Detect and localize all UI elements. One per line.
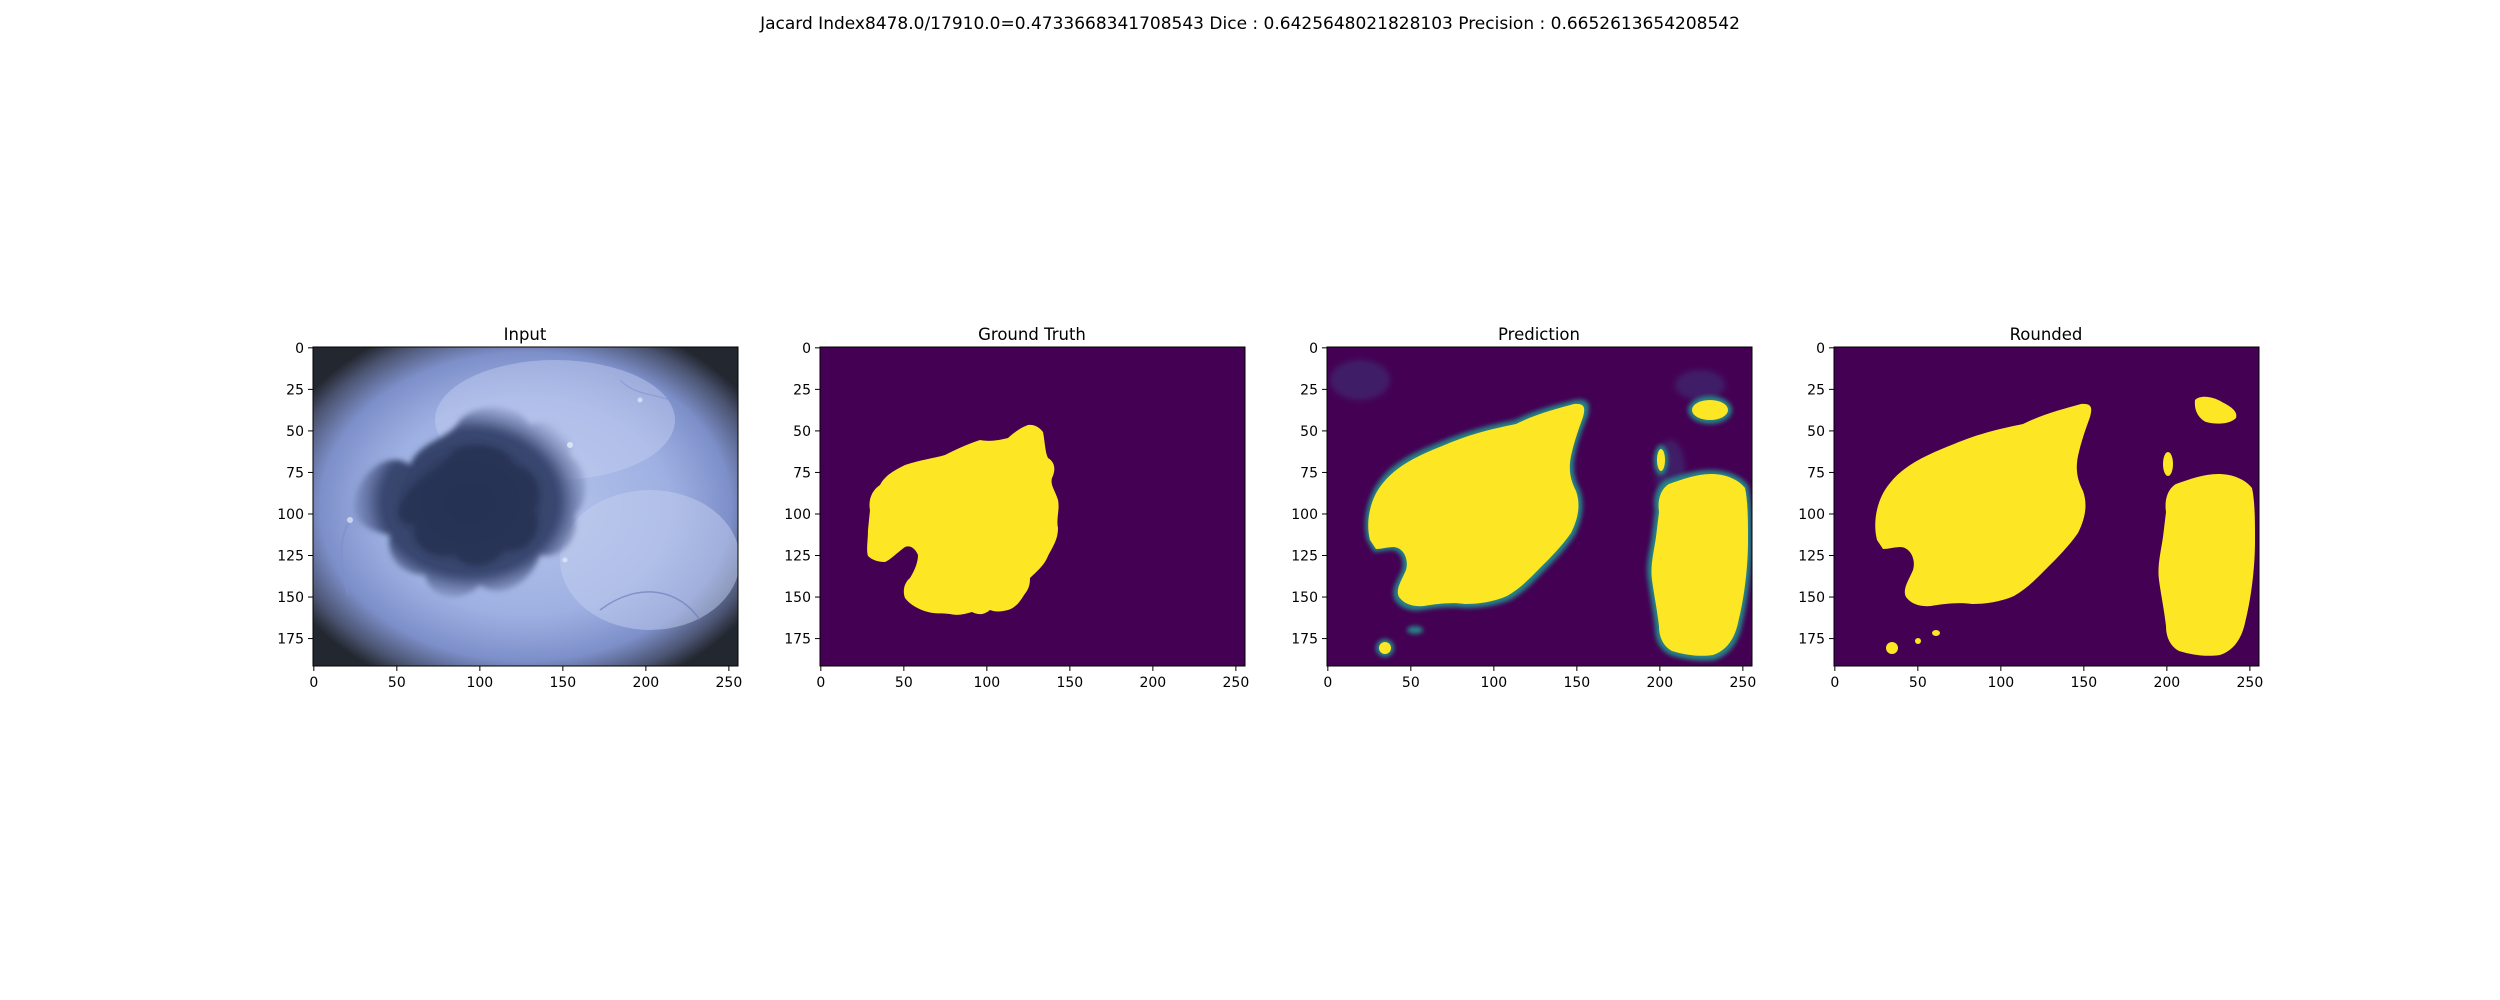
x-tick-label: 250 xyxy=(716,675,743,691)
x-tick-label: 200 xyxy=(1646,675,1673,691)
y-tick-label: 100 xyxy=(1291,507,1318,523)
y-tick-label: 25 xyxy=(286,382,304,398)
x-axis: 0 50 100 150 200 250 xyxy=(816,666,1249,691)
y-axis: 0 25 50 75 100 125 150 175 xyxy=(1291,341,1327,648)
y-tick-label: 0 xyxy=(1816,341,1825,357)
y-tick-label: 25 xyxy=(1300,382,1318,398)
y-tick-label: 150 xyxy=(784,590,811,606)
y-tick-label: 50 xyxy=(1300,424,1318,440)
y-tick-label: 50 xyxy=(286,424,304,440)
figure-title: Jacard Index8478.0/17910.0=0.47336683417… xyxy=(760,14,1740,34)
y-tick-label: 0 xyxy=(295,341,304,357)
y-tick-label: 150 xyxy=(277,590,304,606)
x-tick-label: 0 xyxy=(816,675,825,691)
x-tick-label: 0 xyxy=(1830,675,1839,691)
x-tick-label: 0 xyxy=(309,675,318,691)
prediction-mask xyxy=(1327,347,1752,666)
x-tick-label: 150 xyxy=(1056,675,1083,691)
ground-truth-mask xyxy=(820,347,1245,666)
y-tick-label: 0 xyxy=(1309,341,1318,357)
panel-rounded: Rounded 0 25 50 75 100 125 150 175 0 50 100 150 200… xyxy=(1798,325,2263,691)
x-tick-label: 50 xyxy=(388,675,406,691)
y-axis: 0 25 50 75 100 125 150 175 xyxy=(1798,341,1834,648)
panel-ground-truth: Ground Truth 0 25 50 75 100 125 150 175 0 50 100 1… xyxy=(784,325,1249,691)
y-tick-label: 75 xyxy=(793,465,811,481)
panel-prediction: Prediction xyxy=(1291,325,1756,691)
y-tick-label: 50 xyxy=(1807,424,1825,440)
x-tick-label: 150 xyxy=(549,675,576,691)
y-tick-label: 150 xyxy=(1798,590,1825,606)
y-tick-label: 125 xyxy=(277,549,304,565)
panel-title: Input xyxy=(504,325,547,344)
x-tick-label: 200 xyxy=(2153,675,2180,691)
y-tick-label: 0 xyxy=(802,341,811,357)
x-tick-label: 50 xyxy=(1402,675,1420,691)
x-tick-label: 250 xyxy=(1730,675,1757,691)
y-tick-label: 175 xyxy=(1798,632,1825,648)
y-axis: 0 25 50 75 100 125 150 175 xyxy=(277,341,313,648)
x-tick-label: 50 xyxy=(1909,675,1927,691)
y-tick-label: 125 xyxy=(1291,549,1318,565)
x-axis: 0 50 100 150 200 250 xyxy=(1323,666,1756,691)
x-tick-label: 250 xyxy=(2237,675,2264,691)
x-tick-label: 150 xyxy=(1563,675,1590,691)
x-axis: 0 50 100 150 200 250 xyxy=(1830,666,2263,691)
rounded-mask xyxy=(1834,347,2259,666)
y-tick-label: 100 xyxy=(1798,507,1825,523)
y-tick-label: 150 xyxy=(1291,590,1318,606)
y-tick-label: 75 xyxy=(1807,465,1825,481)
x-tick-label: 50 xyxy=(895,675,913,691)
y-tick-label: 75 xyxy=(286,465,304,481)
x-tick-label: 200 xyxy=(632,675,659,691)
x-axis: 0 50 100 150 200 250 xyxy=(309,666,742,691)
x-tick-label: 200 xyxy=(1139,675,1166,691)
panel-title: Rounded xyxy=(2010,325,2083,344)
y-tick-label: 125 xyxy=(784,549,811,565)
panel-input: Input 0 25 50 75 100 125 150 175 0 50 100 150 200 25… xyxy=(277,325,742,691)
dermoscopy-image xyxy=(313,347,738,666)
x-tick-label: 100 xyxy=(1987,675,2014,691)
panel-title: Ground Truth xyxy=(978,325,1086,344)
y-tick-label: 125 xyxy=(1798,549,1825,565)
x-tick-label: 100 xyxy=(1480,675,1507,691)
y-tick-label: 25 xyxy=(793,382,811,398)
x-tick-label: 0 xyxy=(1323,675,1332,691)
x-tick-label: 250 xyxy=(1223,675,1250,691)
x-tick-label: 100 xyxy=(466,675,493,691)
y-tick-label: 100 xyxy=(277,507,304,523)
y-tick-label: 75 xyxy=(1300,465,1318,481)
x-tick-label: 100 xyxy=(973,675,1000,691)
y-tick-label: 100 xyxy=(784,507,811,523)
y-tick-label: 50 xyxy=(793,424,811,440)
x-tick-label: 150 xyxy=(2070,675,2097,691)
y-tick-label: 175 xyxy=(277,632,304,648)
y-tick-label: 175 xyxy=(784,632,811,648)
y-tick-label: 175 xyxy=(1291,632,1318,648)
panel-title: Prediction xyxy=(1498,325,1580,344)
y-tick-label: 25 xyxy=(1807,382,1825,398)
y-axis: 0 25 50 75 100 125 150 175 xyxy=(784,341,820,648)
